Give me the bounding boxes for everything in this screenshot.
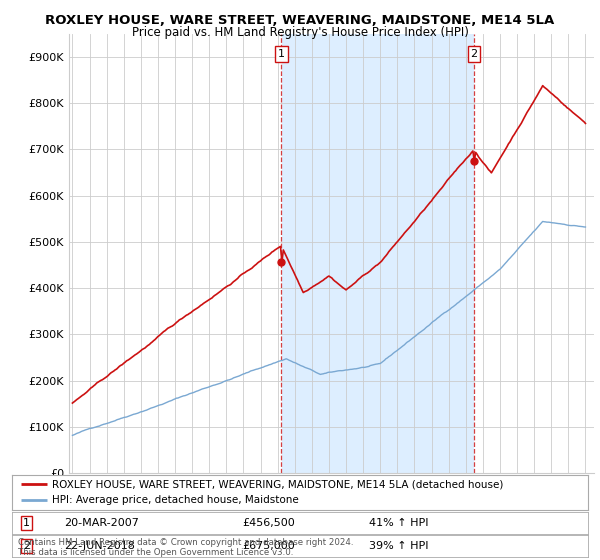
Text: Contains HM Land Registry data © Crown copyright and database right 2024.
This d: Contains HM Land Registry data © Crown c… xyxy=(18,538,353,557)
Text: 2: 2 xyxy=(470,49,478,59)
Text: 1: 1 xyxy=(23,518,30,528)
Text: 2: 2 xyxy=(23,541,30,551)
Text: 22-JUN-2018: 22-JUN-2018 xyxy=(64,541,135,551)
Text: £675,000: £675,000 xyxy=(242,541,295,551)
Text: ROXLEY HOUSE, WARE STREET, WEAVERING, MAIDSTONE, ME14 5LA (detached house): ROXLEY HOUSE, WARE STREET, WEAVERING, MA… xyxy=(52,479,503,489)
Text: Price paid vs. HM Land Registry's House Price Index (HPI): Price paid vs. HM Land Registry's House … xyxy=(131,26,469,39)
Text: ROXLEY HOUSE, WARE STREET, WEAVERING, MAIDSTONE, ME14 5LA: ROXLEY HOUSE, WARE STREET, WEAVERING, MA… xyxy=(46,14,554,27)
Text: HPI: Average price, detached house, Maidstone: HPI: Average price, detached house, Maid… xyxy=(52,495,299,505)
Text: 20-MAR-2007: 20-MAR-2007 xyxy=(64,518,139,528)
Text: 41% ↑ HPI: 41% ↑ HPI xyxy=(369,518,428,528)
Text: 1: 1 xyxy=(278,49,285,59)
Text: 39% ↑ HPI: 39% ↑ HPI xyxy=(369,541,428,551)
Text: £456,500: £456,500 xyxy=(242,518,295,528)
